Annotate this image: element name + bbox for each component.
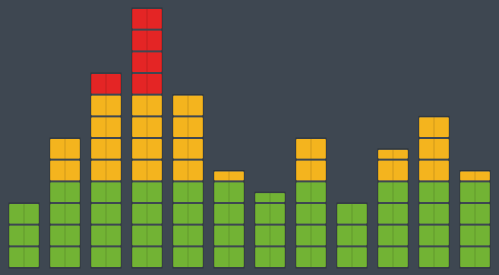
equalizer	[0, 0, 499, 275]
